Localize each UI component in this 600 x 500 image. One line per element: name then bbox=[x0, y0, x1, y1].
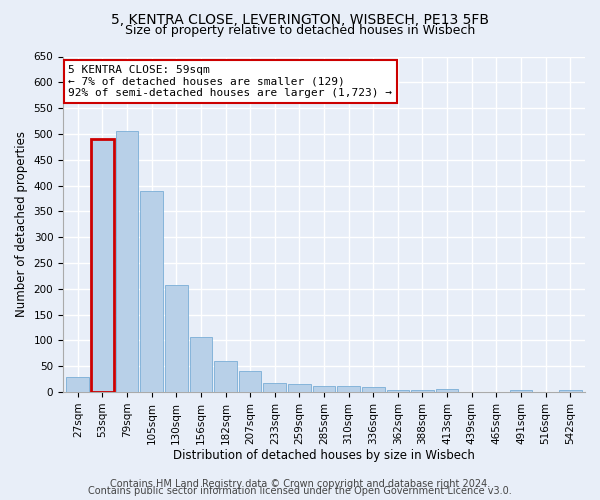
Bar bbox=[509, 390, 532, 392]
Bar bbox=[140, 190, 163, 392]
Bar bbox=[337, 386, 360, 392]
Text: Contains public sector information licensed under the Open Government Licence v3: Contains public sector information licen… bbox=[88, 486, 512, 496]
Bar bbox=[91, 139, 114, 392]
Text: 5, KENTRA CLOSE, LEVERINGTON, WISBECH, PE13 5FB: 5, KENTRA CLOSE, LEVERINGTON, WISBECH, P… bbox=[111, 12, 489, 26]
Bar bbox=[67, 376, 89, 392]
Bar bbox=[116, 132, 139, 392]
Bar bbox=[362, 387, 385, 392]
Bar bbox=[411, 390, 434, 392]
Y-axis label: Number of detached properties: Number of detached properties bbox=[15, 132, 28, 318]
Bar bbox=[263, 383, 286, 392]
Text: 5 KENTRA CLOSE: 59sqm
← 7% of detached houses are smaller (129)
92% of semi-deta: 5 KENTRA CLOSE: 59sqm ← 7% of detached h… bbox=[68, 65, 392, 98]
X-axis label: Distribution of detached houses by size in Wisbech: Distribution of detached houses by size … bbox=[173, 450, 475, 462]
Bar bbox=[386, 390, 409, 392]
Bar bbox=[214, 361, 237, 392]
Bar bbox=[165, 284, 188, 392]
Text: Size of property relative to detached houses in Wisbech: Size of property relative to detached ho… bbox=[125, 24, 475, 37]
Bar bbox=[239, 372, 262, 392]
Bar bbox=[436, 389, 458, 392]
Bar bbox=[559, 390, 581, 392]
Bar bbox=[288, 384, 311, 392]
Text: Contains HM Land Registry data © Crown copyright and database right 2024.: Contains HM Land Registry data © Crown c… bbox=[110, 479, 490, 489]
Bar bbox=[190, 337, 212, 392]
Bar bbox=[313, 386, 335, 392]
